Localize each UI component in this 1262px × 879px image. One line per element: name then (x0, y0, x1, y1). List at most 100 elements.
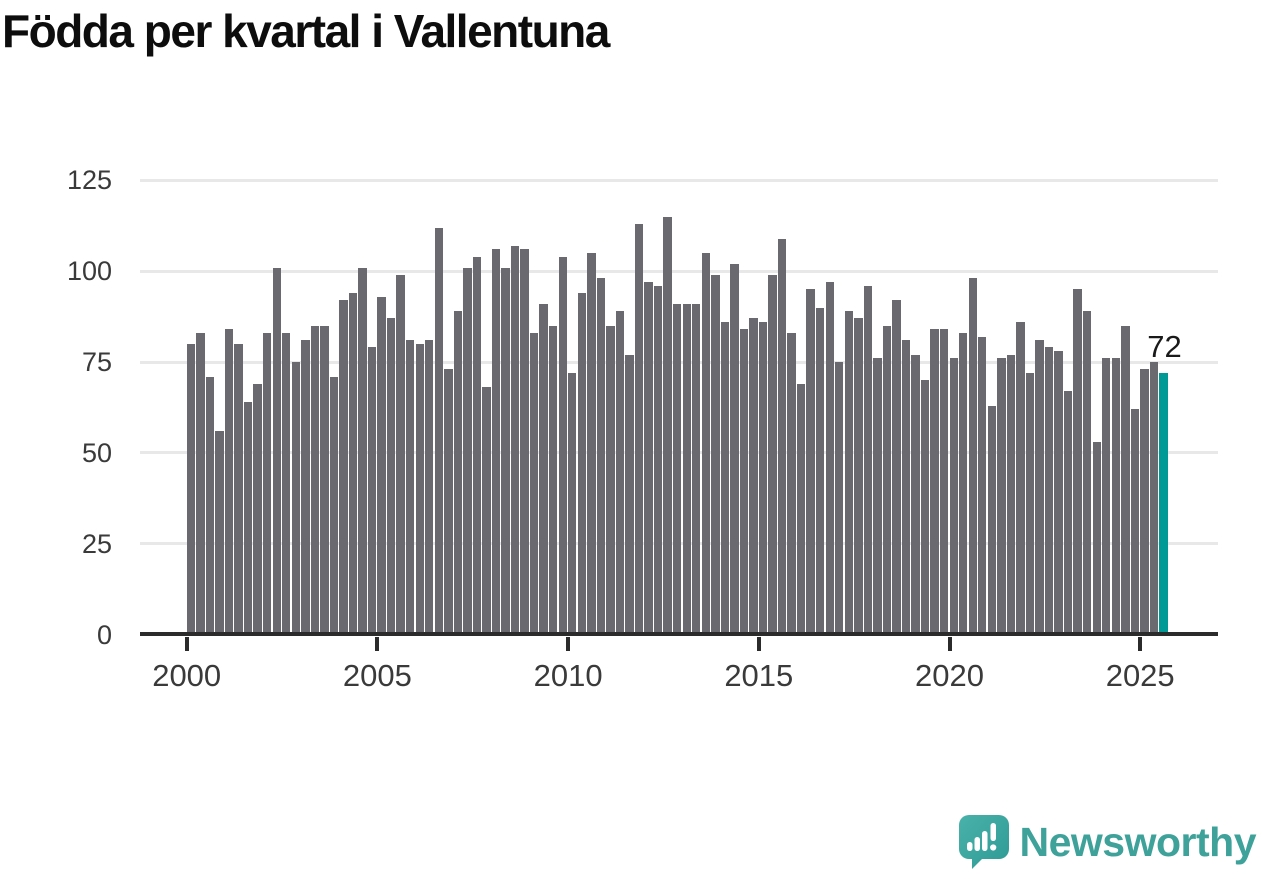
bar (606, 325, 615, 635)
bar (1092, 441, 1101, 635)
bar (348, 292, 358, 635)
gridline (140, 178, 1218, 182)
mini-bar-1 (966, 842, 972, 851)
bar (911, 354, 920, 635)
bar (1121, 325, 1130, 635)
bar (825, 282, 834, 635)
x-axis-tickmark (947, 636, 952, 651)
bar (491, 249, 501, 635)
x-axis-tickmark (1138, 636, 1143, 651)
bar (1082, 311, 1092, 635)
mini-bar-3 (981, 831, 987, 851)
x-axis-tick-label: 2005 (342, 657, 412, 693)
bar (406, 340, 415, 635)
bar (568, 372, 577, 635)
bar (1044, 347, 1054, 635)
bar (558, 256, 567, 635)
bar (463, 267, 472, 635)
bar (205, 376, 215, 635)
bar (816, 307, 825, 635)
newsworthy-logo-icon (958, 815, 1009, 869)
bar (577, 292, 587, 635)
bar (1130, 409, 1140, 635)
bar (968, 278, 977, 635)
bar (415, 343, 424, 635)
bar (1025, 372, 1035, 635)
bar (1140, 369, 1149, 635)
bar (272, 267, 281, 635)
bar (215, 431, 224, 635)
bar (549, 325, 558, 635)
bar (587, 253, 596, 635)
bar (701, 253, 710, 635)
bar (806, 289, 815, 635)
bar (291, 362, 300, 635)
bar (1111, 358, 1120, 635)
bar (596, 278, 606, 635)
bar (472, 256, 482, 635)
x-axis-tick-label: 2015 (724, 657, 794, 693)
bar (262, 332, 272, 635)
exclamation-dot (989, 844, 996, 851)
x-axis-tickmark (184, 636, 189, 651)
y-axis-tick-label: 25 (81, 528, 112, 559)
bar (930, 329, 939, 635)
bar (987, 405, 997, 635)
bar (339, 300, 348, 635)
bar (978, 336, 987, 635)
bar (997, 358, 1006, 635)
bar (796, 383, 806, 635)
mini-bar-2 (974, 837, 980, 851)
bar (329, 376, 339, 635)
bar (453, 311, 463, 635)
bar (787, 332, 796, 635)
bar (949, 358, 958, 635)
exclamation-bar (990, 823, 996, 841)
bar (711, 274, 720, 635)
bar (749, 318, 758, 635)
bar (901, 340, 911, 635)
bar (434, 227, 443, 635)
gridline (140, 269, 1218, 273)
x-axis-tickmark (566, 636, 571, 651)
bar (882, 325, 892, 635)
bar (692, 303, 701, 635)
x-axis-tick-label: 2000 (152, 657, 222, 693)
bar (425, 340, 434, 635)
bar (1149, 362, 1159, 635)
bar (253, 383, 262, 635)
bar (539, 303, 548, 635)
x-axis-tick-label: 2010 (533, 657, 603, 693)
bar (920, 380, 930, 635)
bar (1063, 391, 1073, 635)
bar (634, 223, 644, 635)
bar (739, 329, 749, 635)
bar (863, 285, 873, 635)
bar (243, 401, 253, 635)
bar (672, 303, 682, 635)
bar (367, 347, 377, 635)
bar (196, 332, 205, 635)
bar (386, 318, 396, 635)
bar (892, 300, 901, 635)
bar (768, 274, 777, 635)
bar (310, 325, 320, 635)
y-axis-tick-label: 50 (81, 437, 112, 468)
bar (644, 282, 653, 635)
newsworthy-logo: Newsworthy (958, 814, 1256, 870)
bar (835, 362, 844, 635)
bar (234, 343, 243, 635)
bar (1006, 354, 1016, 635)
bar (615, 311, 625, 635)
bar (720, 322, 730, 635)
y-axis-tick-label: 100 (66, 256, 112, 287)
x-axis-tick-label: 2020 (915, 657, 984, 693)
last-bar-value-label: 72 (1147, 328, 1182, 364)
x-axis-line (140, 632, 1218, 636)
y-axis-tick-label: 125 (66, 165, 112, 196)
y-axis-tick-label: 75 (81, 347, 112, 378)
bar (939, 329, 949, 635)
y-axis-tick-label: 0 (96, 619, 112, 650)
bar (529, 332, 539, 635)
